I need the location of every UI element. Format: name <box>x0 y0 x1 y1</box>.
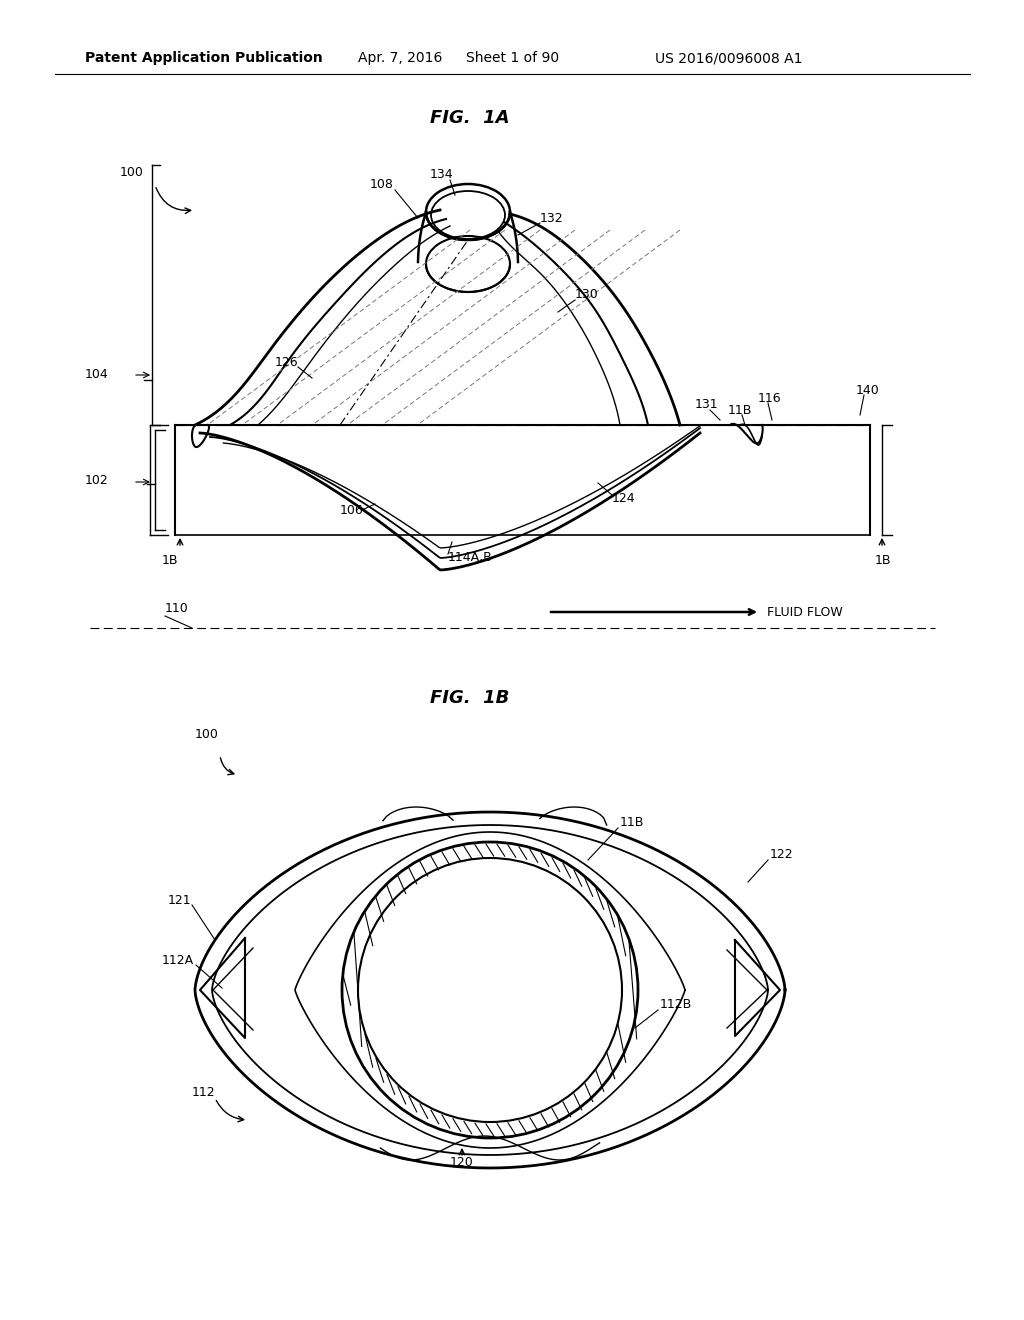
Text: 120: 120 <box>451 1155 474 1168</box>
Text: 104: 104 <box>84 368 108 381</box>
Text: 130: 130 <box>575 289 599 301</box>
Text: 112A: 112A <box>162 953 195 966</box>
Text: FIG.  1A: FIG. 1A <box>430 110 510 127</box>
Text: 121: 121 <box>168 894 191 907</box>
Text: 126: 126 <box>275 355 299 368</box>
Text: 134: 134 <box>430 168 454 181</box>
Text: 131: 131 <box>695 399 719 412</box>
Text: 1B: 1B <box>162 553 178 566</box>
Text: 11B: 11B <box>728 404 753 417</box>
Text: FLUID FLOW: FLUID FLOW <box>767 606 843 619</box>
Text: US 2016/0096008 A1: US 2016/0096008 A1 <box>655 51 803 65</box>
Text: 100: 100 <box>195 729 219 742</box>
Text: 106: 106 <box>340 503 364 516</box>
Text: 108: 108 <box>370 178 394 191</box>
Text: 114A,B: 114A,B <box>449 552 493 565</box>
Text: 112B: 112B <box>660 998 692 1011</box>
Text: Patent Application Publication: Patent Application Publication <box>85 51 323 65</box>
Text: 102: 102 <box>84 474 108 487</box>
Text: 122: 122 <box>770 849 794 862</box>
Text: Apr. 7, 2016: Apr. 7, 2016 <box>358 51 442 65</box>
Text: Sheet 1 of 90: Sheet 1 of 90 <box>466 51 559 65</box>
Text: 124: 124 <box>612 491 636 504</box>
Text: FIG.  1B: FIG. 1B <box>430 689 510 708</box>
Text: 110: 110 <box>165 602 188 615</box>
Text: 112: 112 <box>193 1085 216 1098</box>
Text: 1B: 1B <box>874 553 892 566</box>
Text: 11B: 11B <box>620 816 644 829</box>
Text: 132: 132 <box>540 211 563 224</box>
Text: 100: 100 <box>120 165 144 178</box>
Text: 116: 116 <box>758 392 781 404</box>
Text: 140: 140 <box>856 384 880 396</box>
